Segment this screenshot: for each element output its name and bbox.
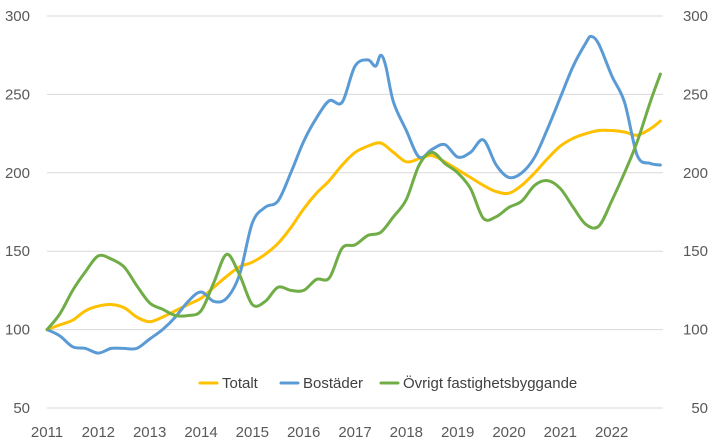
x-tick-label: 2018: [390, 424, 423, 441]
y2-tick-label-right: 150: [683, 243, 708, 260]
gridlines: [47, 15, 663, 409]
y2-tick-label-right: 250: [683, 86, 708, 103]
x-tick-label: 2016: [287, 424, 320, 441]
legend-label-2: Övrigt fastighetsbyggande: [403, 374, 577, 392]
legend-label-1: Bostäder: [303, 375, 363, 392]
x-tick-label: 2013: [133, 424, 166, 441]
series-line-2: [45, 72, 662, 332]
x-tick-label: 2022: [595, 424, 628, 441]
series-lines: [45, 34, 662, 355]
x-tick-label: 2015: [236, 424, 269, 441]
y-tick-label-left: 300: [5, 8, 30, 25]
series-line-1: [45, 34, 662, 355]
y2-tick-label-right: 100: [683, 322, 708, 339]
x-tick-label: 2014: [184, 424, 217, 441]
x-tick-label: 2021: [544, 424, 577, 441]
y-tick-label-left: 100: [5, 322, 30, 339]
x-tick-label: 2012: [82, 424, 115, 441]
x-tick-label: 2017: [338, 424, 371, 441]
x-tick-label: 2019: [441, 424, 474, 441]
y-tick-label-left: 250: [5, 86, 30, 103]
y2-tick-label-right: 300: [683, 8, 708, 25]
y2-tick-label-right: 200: [683, 165, 708, 182]
y2-tick-label-right: 50: [691, 400, 708, 417]
y-tick-label-left: 50: [13, 400, 30, 417]
y-tick-label-left: 200: [5, 165, 30, 182]
x-tick-label: 2020: [492, 424, 525, 441]
x-tick-label: 2011: [31, 424, 63, 441]
legend: Totalt Bostäder Övrigt fastighetsbyggande: [198, 374, 577, 392]
y-tick-label-left: 150: [5, 243, 30, 260]
legend-label-0: Totalt: [222, 375, 259, 392]
series-line-0: [45, 119, 662, 332]
axis-labels: 50 100 150 200 250 300 50 100 150 200 250 300 2011 20…: [5, 8, 708, 441]
